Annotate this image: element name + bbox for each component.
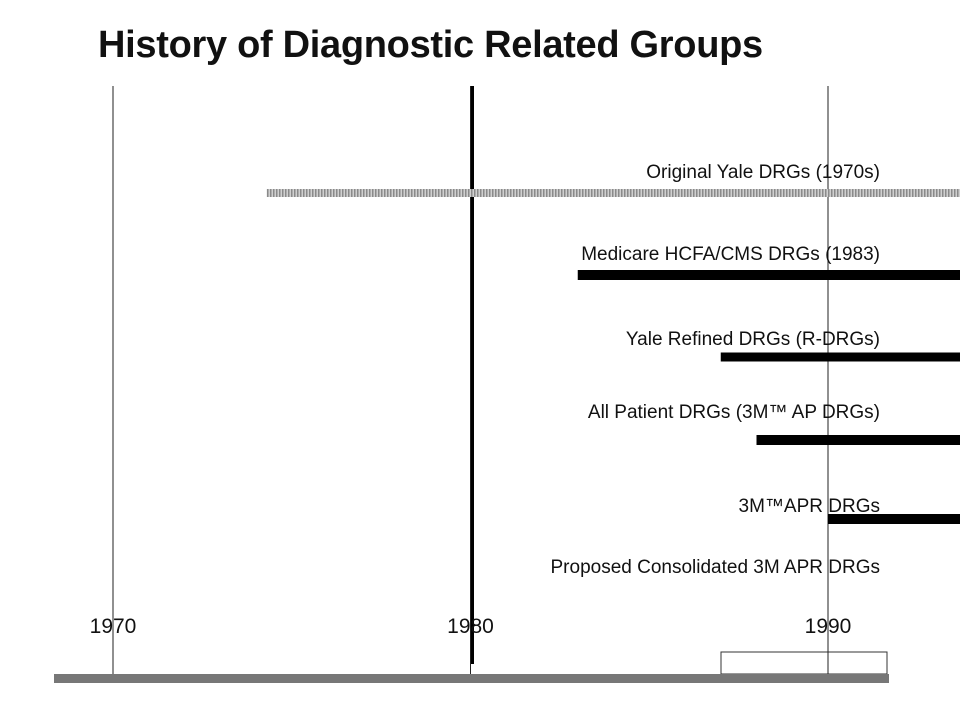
timeline-bar-5 (828, 514, 960, 524)
tick-label-1970: 1970 (90, 615, 137, 638)
series-label-6: Proposed Consolidated 3M APR DRGs (551, 557, 881, 578)
series-label-5: 3M™APR DRGs (739, 496, 880, 517)
timeline-bar-4 (756, 435, 960, 445)
timeline-bar-2 (577, 270, 960, 280)
series-label-1: Original Yale DRGs (1970s) (646, 162, 880, 183)
series-label-2: Medicare HCFA/CMS DRGs (1983) (581, 244, 880, 265)
series-label-3: Yale Refined DRGs (R-DRGs) (626, 329, 880, 350)
tick-label-1990: 1990 (805, 615, 852, 638)
x-axis-bar (54, 674, 889, 683)
axis-box (720, 651, 888, 675)
tick-label-1980: 1980 (447, 615, 494, 638)
timeline-bar-1 (266, 189, 960, 197)
chart-title: History of Diagnostic Related Groups (98, 24, 763, 66)
series-label-4: All Patient DRGs (3M™ AP DRGs) (588, 402, 880, 423)
timeline-bar-3 (720, 352, 960, 362)
